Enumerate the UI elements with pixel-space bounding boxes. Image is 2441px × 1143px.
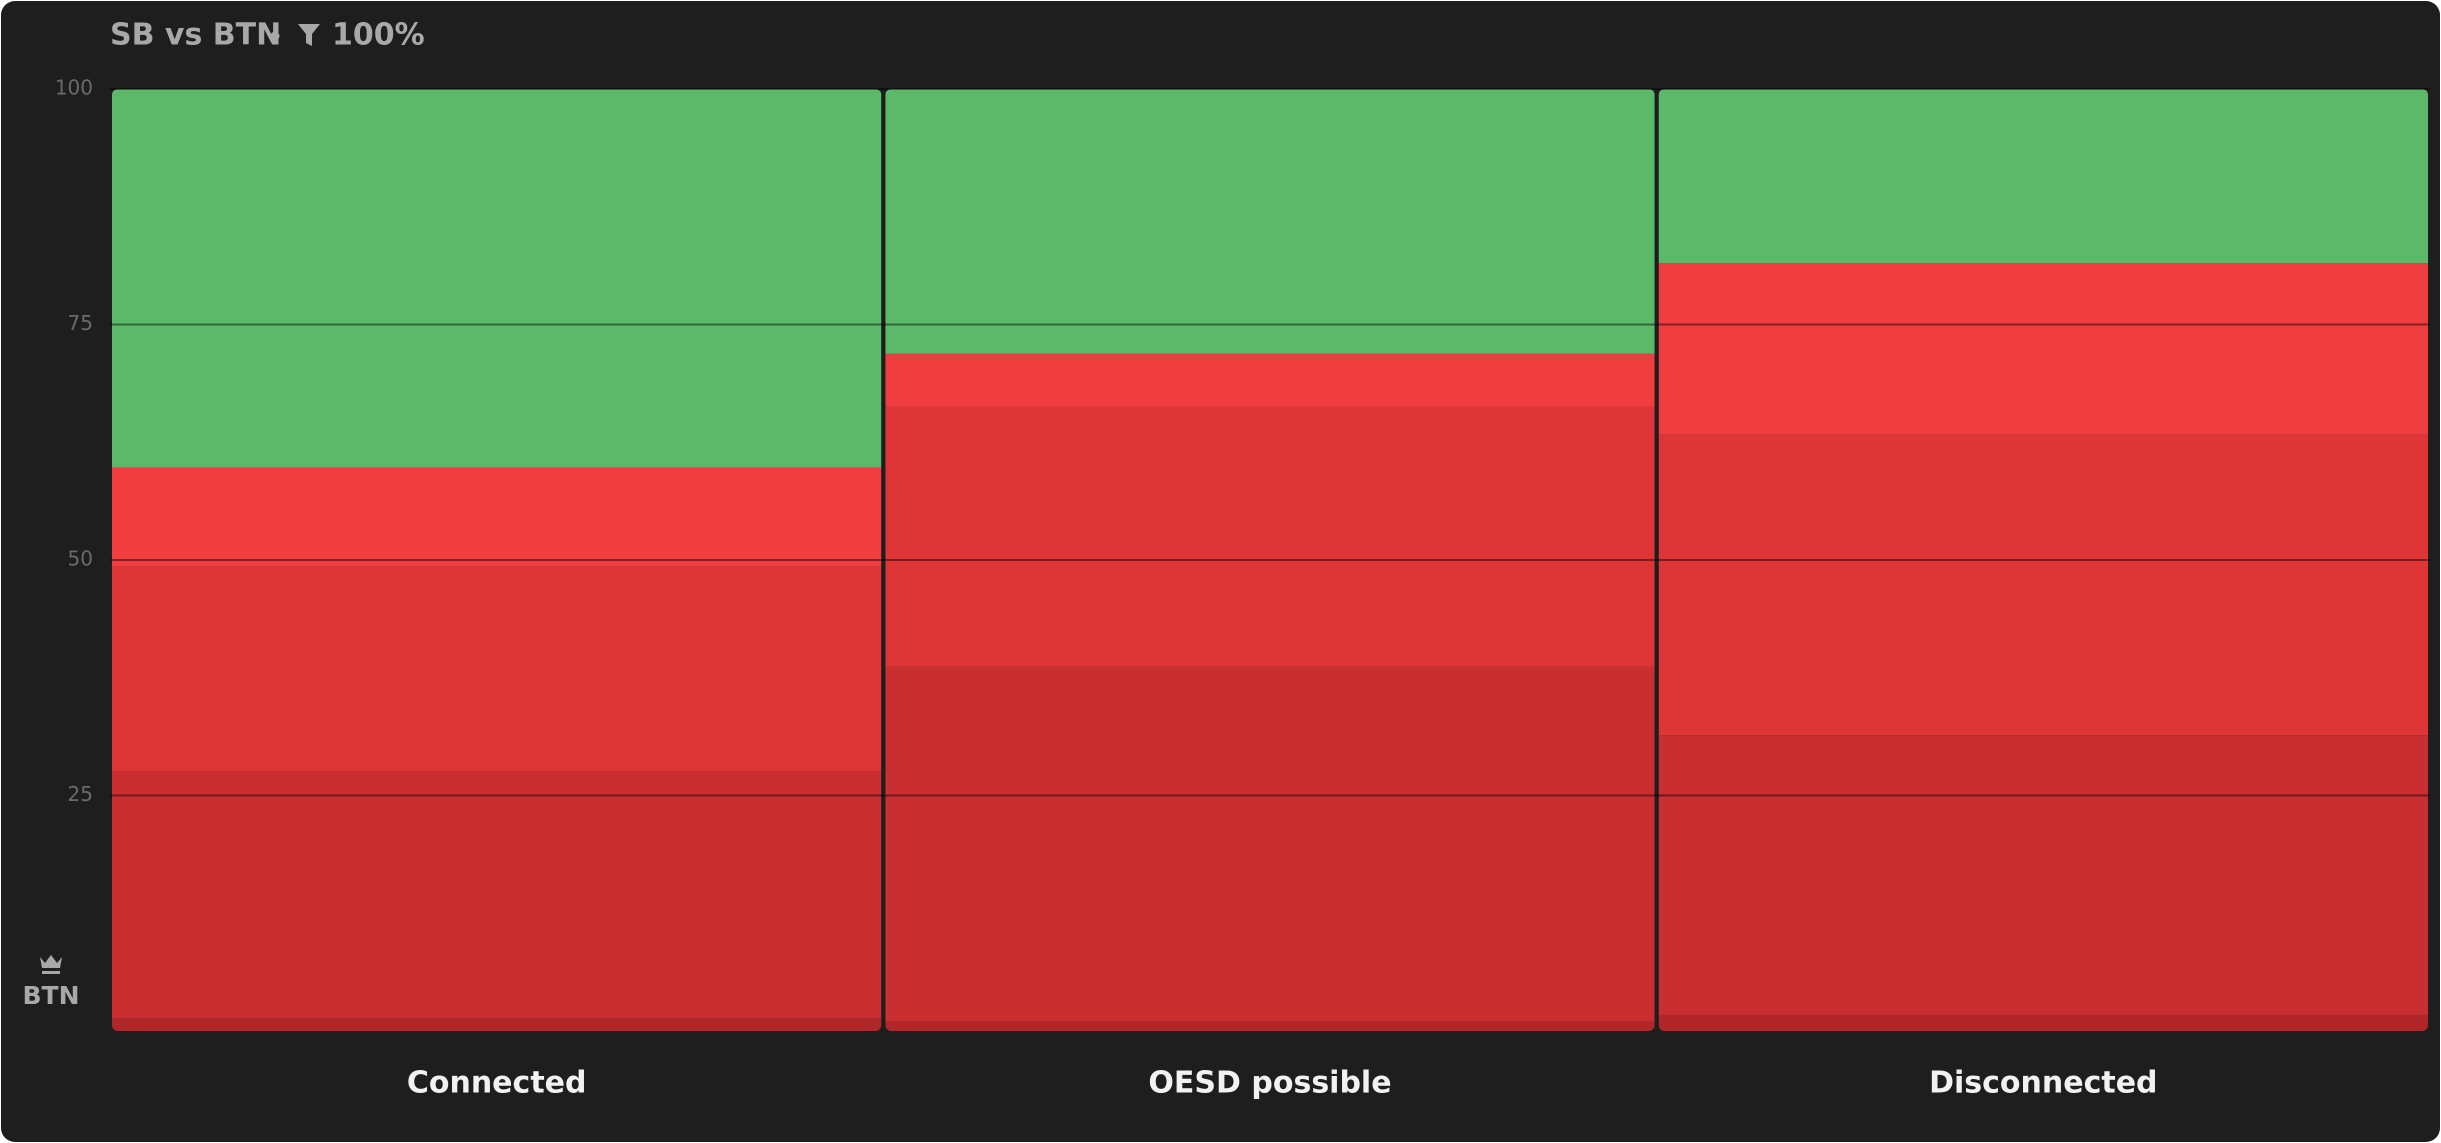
bar-segment [885,1021,1655,1031]
chart-title: SB vs BTN [110,18,281,53]
bar-segment [112,566,882,772]
bar-segment [112,771,882,1019]
bar-segment [1658,735,2428,1015]
x-tick-label: OESD possible [1148,1066,1391,1101]
bar-segment [885,89,1655,354]
y-tick-label: 75 [68,311,93,335]
bar-segment [885,406,1655,667]
y-tick-label: 100 [55,76,93,100]
bar-segment [885,666,1655,1022]
separator [270,31,280,41]
x-tick-label: Disconnected [1929,1066,2157,1101]
bar-segment [1658,263,2428,435]
bar-segment [112,89,882,468]
filter-label: 100% [332,18,425,53]
bar-segment [885,353,1655,407]
y-tick-label: 50 [68,547,93,571]
bar-segment [1658,1014,2428,1031]
bar-segment [1658,89,2428,264]
crown-icon [40,955,62,974]
bar-segment [112,467,882,567]
bar-segment [1658,434,2428,736]
filter-icon [298,24,320,46]
bar-segment [112,1018,882,1031]
x-tick-label: Connected [407,1066,587,1101]
player-label: BTN [22,981,79,1010]
y-tick-label: 25 [68,782,93,806]
